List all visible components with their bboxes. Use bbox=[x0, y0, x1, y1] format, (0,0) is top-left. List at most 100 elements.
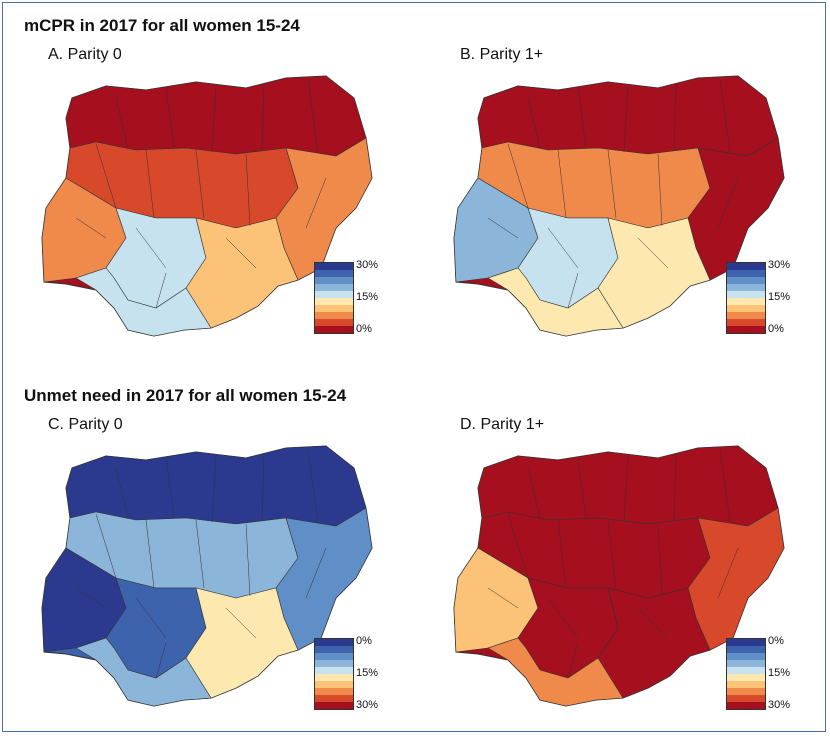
legend-tick-bottom: 30% bbox=[768, 699, 791, 711]
state-boundary bbox=[95, 513, 117, 579]
legend-colorbar bbox=[726, 638, 766, 710]
legend-swatch bbox=[315, 312, 353, 319]
state-boundary bbox=[527, 97, 541, 149]
state-boundary bbox=[719, 79, 731, 153]
state-boundary bbox=[75, 217, 107, 239]
state-boundary bbox=[607, 519, 617, 589]
map-d-parity1plus-unmet bbox=[453, 445, 785, 707]
legend-swatch bbox=[727, 646, 765, 653]
legend-swatch bbox=[727, 319, 765, 326]
legend-swatch bbox=[727, 270, 765, 277]
legend-swatch bbox=[727, 291, 765, 298]
state-boundary bbox=[507, 143, 529, 209]
state-boundary bbox=[155, 272, 167, 309]
legend-swatch bbox=[315, 653, 353, 660]
legend-swatch bbox=[315, 305, 353, 312]
legend-unmet-c: 0% 15% 30% bbox=[314, 636, 384, 711]
state-boundary bbox=[225, 237, 257, 269]
state-boundary bbox=[487, 217, 519, 239]
legend-tick-top: 30% bbox=[768, 259, 791, 271]
legend-swatch bbox=[727, 284, 765, 291]
region-east bbox=[687, 507, 785, 651]
legend-swatch bbox=[727, 702, 765, 709]
state-boundary bbox=[673, 83, 677, 151]
region-coast bbox=[75, 637, 212, 707]
state-boundary bbox=[305, 547, 327, 599]
state-boundary bbox=[623, 85, 629, 153]
legend-swatch bbox=[727, 660, 765, 667]
state-boundary bbox=[307, 449, 319, 523]
panel-d-label: D. Parity 1+ bbox=[460, 416, 545, 433]
panel-c-label: C. Parity 0 bbox=[48, 416, 123, 433]
state-boundary bbox=[607, 149, 617, 219]
legend-swatch bbox=[315, 263, 353, 270]
state-boundary bbox=[135, 597, 167, 639]
legend-swatch bbox=[727, 667, 765, 674]
legend-swatch bbox=[727, 312, 765, 319]
state-boundary bbox=[527, 467, 541, 519]
state-boundary bbox=[673, 453, 677, 521]
legend-tick-bottom: 0% bbox=[768, 323, 784, 335]
mcpr-section-title: mCPR in 2017 for all women 15-24 bbox=[24, 16, 300, 35]
legend-mcpr-a: 30% 15% 0% bbox=[314, 260, 384, 335]
legend-swatch bbox=[727, 681, 765, 688]
legend-swatch bbox=[315, 298, 353, 305]
legend-swatch bbox=[727, 688, 765, 695]
state-boundary bbox=[717, 547, 739, 599]
legend-tick-mid: 15% bbox=[768, 291, 791, 303]
state-boundary bbox=[115, 467, 129, 519]
legend-swatch bbox=[315, 270, 353, 277]
state-boundary bbox=[557, 149, 567, 219]
state-boundary bbox=[95, 143, 117, 209]
state-boundary bbox=[75, 587, 107, 609]
legend-swatch bbox=[315, 277, 353, 284]
state-boundary bbox=[487, 587, 519, 609]
state-boundary bbox=[637, 237, 669, 269]
state-boundary bbox=[211, 455, 217, 523]
state-boundary bbox=[155, 642, 167, 679]
state-boundary bbox=[307, 79, 319, 153]
state-boundary bbox=[547, 227, 579, 269]
state-boundary bbox=[567, 642, 579, 679]
region-coast bbox=[487, 637, 624, 707]
state-boundary bbox=[577, 457, 587, 519]
map-b-parity1plus-mcpr bbox=[453, 75, 785, 337]
region-east bbox=[275, 507, 373, 651]
legend-tick-bottom: 30% bbox=[356, 699, 379, 711]
legend-swatch bbox=[727, 639, 765, 646]
panel-a-label: A. Parity 0 bbox=[48, 46, 122, 63]
state-boundary bbox=[261, 453, 265, 521]
legend-swatch bbox=[315, 284, 353, 291]
map-c-parity0-unmet bbox=[41, 445, 373, 707]
state-boundary bbox=[135, 227, 167, 269]
legend-swatch bbox=[727, 305, 765, 312]
state-boundary bbox=[305, 177, 327, 229]
map-a-parity0-mcpr bbox=[41, 75, 373, 337]
state-boundary bbox=[557, 519, 567, 589]
legend-swatch bbox=[315, 646, 353, 653]
legend-tick-bottom: 0% bbox=[356, 323, 372, 335]
legend-swatch bbox=[315, 702, 353, 709]
state-boundary bbox=[245, 523, 251, 597]
legend-swatch bbox=[315, 326, 353, 333]
state-boundary bbox=[567, 272, 579, 309]
legend-tick-mid: 15% bbox=[768, 667, 791, 679]
legend-colorbar bbox=[314, 638, 354, 710]
legend-mcpr-b: 30% 15% 0% bbox=[726, 259, 796, 335]
legend-swatch bbox=[727, 298, 765, 305]
panel-b-label: B. Parity 1+ bbox=[460, 46, 544, 63]
state-boundary bbox=[165, 457, 175, 519]
state-boundary bbox=[245, 153, 251, 227]
legend-swatch bbox=[315, 291, 353, 298]
state-boundary bbox=[195, 519, 205, 589]
state-boundary bbox=[637, 607, 669, 639]
legend-swatch bbox=[727, 653, 765, 660]
legend-swatch bbox=[315, 688, 353, 695]
state-boundary bbox=[547, 597, 579, 639]
legend-swatch bbox=[315, 681, 353, 688]
state-boundary bbox=[261, 83, 265, 151]
state-boundary bbox=[657, 153, 663, 227]
region-east bbox=[687, 137, 785, 281]
state-boundary bbox=[623, 455, 629, 523]
legend-unmet-d: 0% 15% 30% bbox=[726, 636, 796, 711]
